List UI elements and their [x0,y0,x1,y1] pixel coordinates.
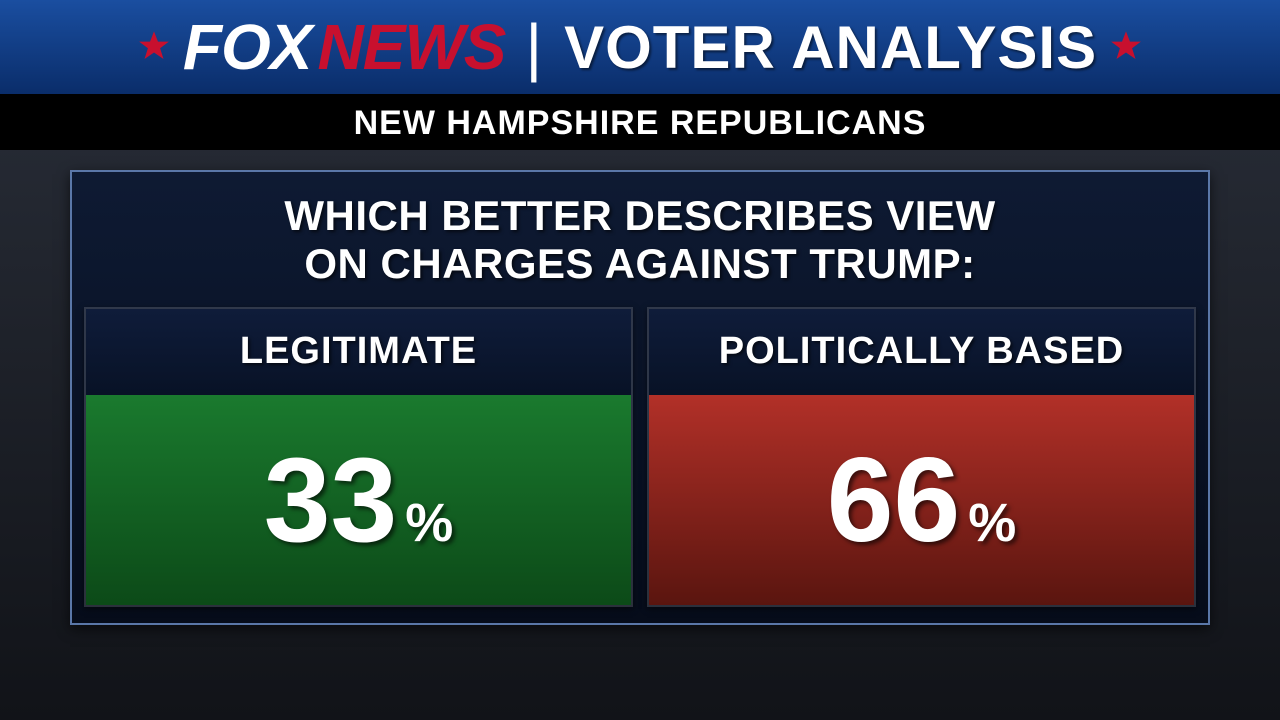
fox-news-logo: FOX NEWS [183,10,506,84]
result-value: 33 % [264,431,454,569]
subhead-text: NEW HAMPSHIRE REPUBLICANS [354,104,927,143]
result-number: 66 [827,431,960,569]
result-box-legitimate: LEGITIMATE 33 % [84,307,633,607]
result-box-political: POLITICALLY BASED 66 % [647,307,1196,607]
percent-sign: % [405,492,453,554]
question-line-1: WHICH BETTER DESCRIBES VIEW [104,192,1176,240]
result-body-red: 66 % [649,395,1194,605]
result-value: 66 % [827,431,1017,569]
question-text: WHICH BETTER DESCRIBES VIEW ON CHARGES A… [84,182,1196,307]
star-left-icon [137,30,171,64]
star-right-icon [1109,30,1143,64]
result-label: POLITICALLY BASED [649,309,1194,395]
header-content: FOX NEWS | VOTER ANALYSIS [137,10,1143,84]
panel-wrap: WHICH BETTER DESCRIBES VIEW ON CHARGES A… [0,150,1280,665]
result-label: LEGITIMATE [86,309,631,395]
subhead-bar: NEW HAMPSHIRE REPUBLICANS [0,96,1280,150]
main-panel: WHICH BETTER DESCRIBES VIEW ON CHARGES A… [70,170,1210,625]
percent-sign: % [968,492,1016,554]
result-number: 33 [264,431,397,569]
result-body-green: 33 % [86,395,631,605]
question-line-2: ON CHARGES AGAINST TRUMP: [104,240,1176,288]
header-bar: FOX NEWS | VOTER ANALYSIS [0,0,1280,96]
result-boxes: LEGITIMATE 33 % POLITICALLY BASED 66 % [84,307,1196,607]
header-divider: | [525,10,542,84]
header-segment: VOTER ANALYSIS [564,13,1097,82]
logo-news: NEWS [317,10,505,84]
logo-fox: FOX [183,10,312,84]
